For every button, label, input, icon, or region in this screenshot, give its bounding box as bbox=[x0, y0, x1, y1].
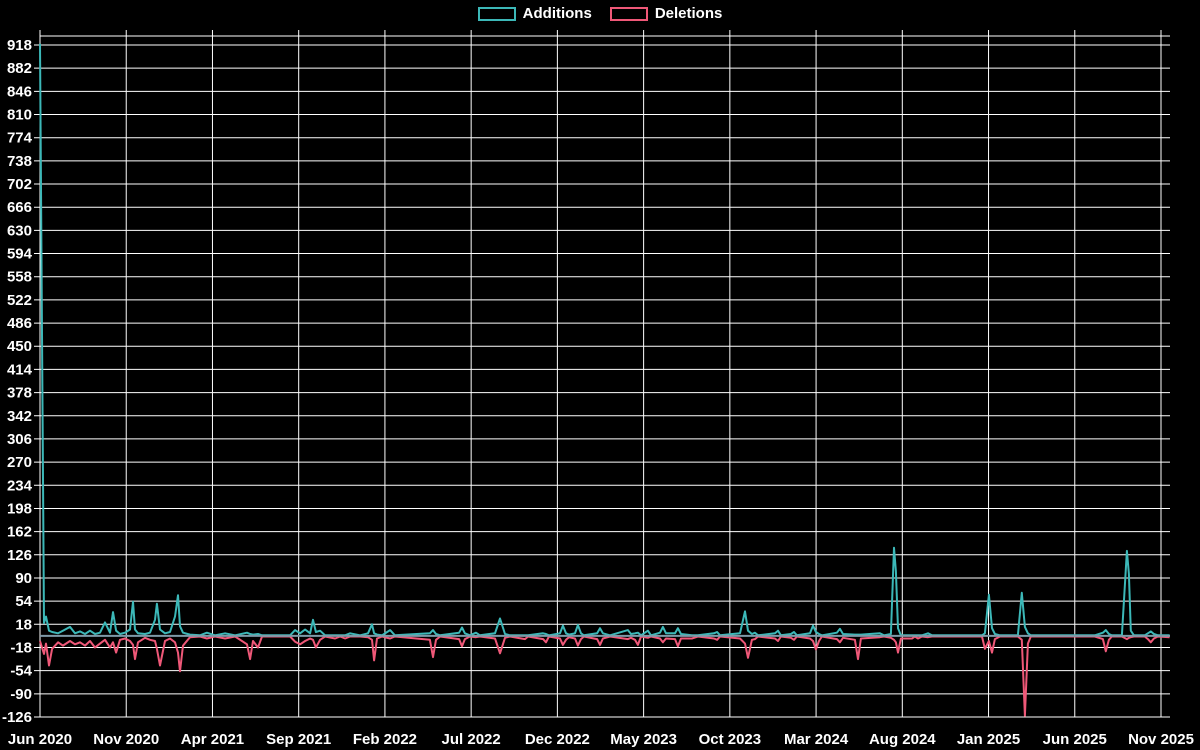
y-tick-label: -90 bbox=[10, 686, 32, 703]
y-tick-label: 378 bbox=[7, 385, 32, 402]
x-tick-label: Apr 2021 bbox=[181, 731, 244, 748]
y-tick-label: 18 bbox=[15, 616, 32, 633]
legend-item-additions[interactable]: Additions bbox=[477, 5, 592, 22]
y-tick-label: -54 bbox=[10, 663, 32, 680]
y-tick-label: 90 bbox=[15, 570, 32, 587]
y-tick-label: 306 bbox=[7, 431, 32, 448]
x-tick-label: Mar 2024 bbox=[784, 731, 849, 748]
y-tick-label: 810 bbox=[7, 107, 32, 124]
x-tick-label: Oct 2023 bbox=[699, 731, 762, 748]
y-tick-label: 846 bbox=[7, 83, 32, 100]
x-tick-label: Aug 2024 bbox=[869, 731, 936, 748]
x-tick-label: Jun 2025 bbox=[1043, 731, 1107, 748]
y-tick-label: 918 bbox=[7, 37, 32, 54]
additions-swatch-icon bbox=[477, 6, 516, 21]
y-tick-label: 594 bbox=[7, 246, 33, 263]
y-tick-label: 162 bbox=[7, 524, 32, 541]
x-tick-label: Feb 2022 bbox=[353, 731, 417, 748]
y-tick-label: -18 bbox=[10, 639, 32, 656]
y-tick-label: 270 bbox=[7, 454, 32, 471]
y-tick-label: 414 bbox=[7, 361, 33, 378]
x-tick-label: Dec 2022 bbox=[525, 731, 590, 748]
legend-label-additions: Additions bbox=[522, 5, 592, 22]
y-tick-label: -126 bbox=[2, 709, 32, 726]
y-tick-label: 558 bbox=[7, 269, 32, 286]
x-tick-label: Nov 2020 bbox=[93, 731, 159, 748]
additions-line bbox=[39, 43, 1170, 637]
chart-legend: Additions Deletions bbox=[0, 6, 1200, 21]
x-tick-label: Sep 2021 bbox=[266, 731, 331, 748]
y-tick-label: 234 bbox=[7, 477, 33, 494]
y-tick-label: 882 bbox=[7, 60, 32, 77]
y-tick-label: 774 bbox=[7, 130, 33, 147]
x-tick-label: Jul 2022 bbox=[442, 731, 501, 748]
y-tick-label: 126 bbox=[7, 547, 32, 564]
y-tick-label: 342 bbox=[7, 408, 32, 425]
y-tick-label: 666 bbox=[7, 199, 32, 216]
y-tick-label: 630 bbox=[7, 222, 32, 239]
deletions-swatch-icon bbox=[609, 6, 648, 21]
x-tick-label: Jan 2025 bbox=[957, 731, 1020, 748]
y-tick-label: 54 bbox=[15, 593, 32, 610]
y-tick-label: 702 bbox=[7, 176, 32, 193]
y-tick-label: 486 bbox=[7, 315, 32, 332]
x-tick-label: Nov 2025 bbox=[1128, 731, 1194, 748]
legend-label-deletions: Deletions bbox=[654, 5, 723, 22]
x-tick-label: May 2023 bbox=[610, 731, 677, 748]
x-tick-label: Jun 2020 bbox=[8, 731, 72, 748]
deletions-line bbox=[39, 635, 1170, 717]
legend-item-deletions[interactable]: Deletions bbox=[609, 5, 723, 22]
y-tick-label: 450 bbox=[7, 338, 32, 355]
y-tick-label: 198 bbox=[7, 500, 32, 517]
y-tick-label: 738 bbox=[7, 153, 32, 170]
y-tick-label: 522 bbox=[7, 292, 32, 309]
